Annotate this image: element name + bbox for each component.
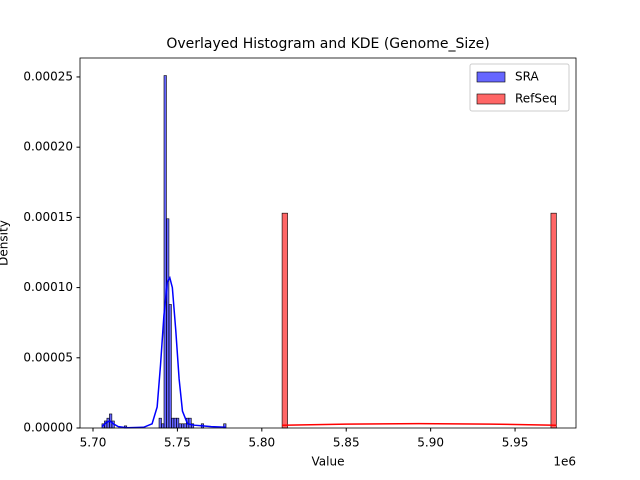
y-tick-label: 0.00005 <box>23 350 73 364</box>
x-axis-label: Value <box>312 455 345 469</box>
kde-line <box>101 275 227 429</box>
x-tick-label: 5.70 <box>80 436 107 450</box>
histogram-bar <box>171 417 175 429</box>
histogram-bar <box>183 423 187 429</box>
chart-title: Overlayed Histogram and KDE (Genome_Size… <box>166 36 489 52</box>
histogram-bar <box>178 423 182 429</box>
x-tick-label: 5.95 <box>502 436 529 450</box>
legend-swatch <box>476 93 506 105</box>
histogram-bar <box>550 212 557 429</box>
y-tick-label: 0.00010 <box>23 280 73 294</box>
histogram-bar <box>161 423 165 429</box>
histogram-bar <box>181 423 185 429</box>
histogram-bar <box>188 417 192 429</box>
y-tick-label: 0.00025 <box>23 69 73 83</box>
histogram-bar <box>173 417 177 429</box>
histogram-bar <box>166 218 170 429</box>
histogram-bar <box>281 212 288 429</box>
histogram-bar <box>168 304 172 429</box>
kde-line <box>282 422 557 426</box>
histogram-bar <box>163 75 167 429</box>
histogram-bar <box>176 417 180 429</box>
y-axis-label: Density <box>0 220 11 266</box>
x-tick-label: 5.85 <box>333 436 360 450</box>
y-tick-label: 0.00000 <box>23 421 73 435</box>
y-tick-label: 0.00015 <box>23 210 73 224</box>
histogram-bar <box>106 417 110 429</box>
x-tick-label: 5.75 <box>164 436 191 450</box>
legend-label: RefSeq <box>515 92 557 106</box>
x-offset-label: 1e6 <box>553 455 576 469</box>
histogram-bar <box>158 417 162 429</box>
legend-label: SRA <box>515 70 539 84</box>
x-tick-label: 5.90 <box>417 436 444 450</box>
legend-swatch <box>476 71 506 83</box>
x-tick-label: 5.80 <box>248 436 275 450</box>
axes-frame <box>79 57 577 429</box>
y-tick-label: 0.00020 <box>23 140 73 154</box>
